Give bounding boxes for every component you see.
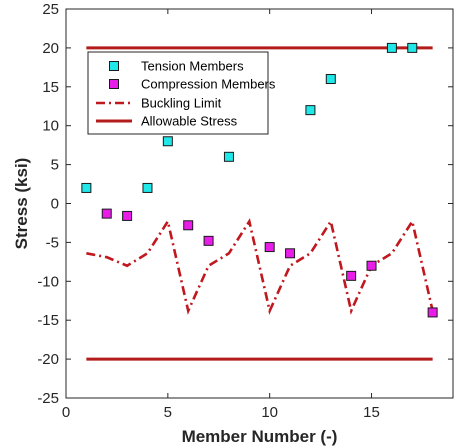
compression-marker <box>183 220 194 231</box>
legend-entry-tension: Tension Members <box>109 59 244 74</box>
tension-marker <box>223 151 234 162</box>
y-tick-label: -25 <box>37 390 59 407</box>
y-tick-label: -20 <box>37 351 59 368</box>
legend-entry-allowable: Allowable Stress <box>96 114 238 129</box>
y-tick-label: 20 <box>42 40 59 57</box>
tension-marker <box>81 182 92 193</box>
legend-marker <box>109 79 119 89</box>
x-axis-label: Member Number (-) <box>182 427 338 446</box>
y-tick-label: -5 <box>46 234 59 251</box>
compression-marker <box>122 210 133 221</box>
tension-marker <box>386 42 397 53</box>
x-tick-label: 5 <box>164 404 172 421</box>
legend-label-tension: Tension Members <box>141 59 244 74</box>
legend-entry-buckling: Buckling Limit <box>96 96 222 111</box>
y-tick-label: -15 <box>37 312 59 329</box>
legend-marker <box>109 61 119 71</box>
y-tick-label: 0 <box>51 196 59 213</box>
compression-marker <box>427 307 438 318</box>
y-axis-label: Stress (ksi) <box>12 158 31 250</box>
compression-marker <box>101 208 112 219</box>
legend-label-compression: Compression Members <box>141 77 276 92</box>
compression-marker <box>346 270 357 281</box>
tension-marker <box>407 42 418 53</box>
x-tick-label: 10 <box>261 404 278 421</box>
y-tick-label: 10 <box>42 118 59 135</box>
tension-marker <box>325 74 336 85</box>
x-tick-label: 15 <box>363 404 380 421</box>
y-tick-label: 15 <box>42 79 59 96</box>
legend: Tension Members Compression Members Buck… <box>87 51 276 135</box>
y-tick-label: 25 <box>42 1 59 18</box>
legend-label-allowable: Allowable Stress <box>141 114 238 129</box>
tension-marker <box>305 105 316 116</box>
axis-ticks: 0 5 10 15 25 20 15 10 5 0 -5 -10 -15 -20 -25 <box>37 1 453 421</box>
y-tick-label: -10 <box>37 273 59 290</box>
x-tick-label: 0 <box>62 404 70 421</box>
compression-marker <box>366 260 377 271</box>
legend-label-buckling: Buckling Limit <box>141 96 222 111</box>
compression-marker <box>285 248 296 259</box>
plot-area <box>81 42 438 361</box>
compression-marker <box>264 242 275 253</box>
buckling-limit-line <box>86 218 434 315</box>
compression-marker <box>203 235 214 246</box>
y-tick-label: 5 <box>51 157 59 174</box>
tension-marker <box>162 136 173 147</box>
tension-marker <box>142 182 153 193</box>
legend-entry-compression: Compression Members <box>109 77 276 92</box>
